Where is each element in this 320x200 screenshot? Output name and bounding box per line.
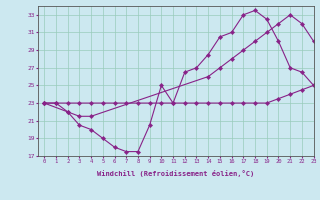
X-axis label: Windchill (Refroidissement éolien,°C): Windchill (Refroidissement éolien,°C) bbox=[97, 170, 255, 177]
